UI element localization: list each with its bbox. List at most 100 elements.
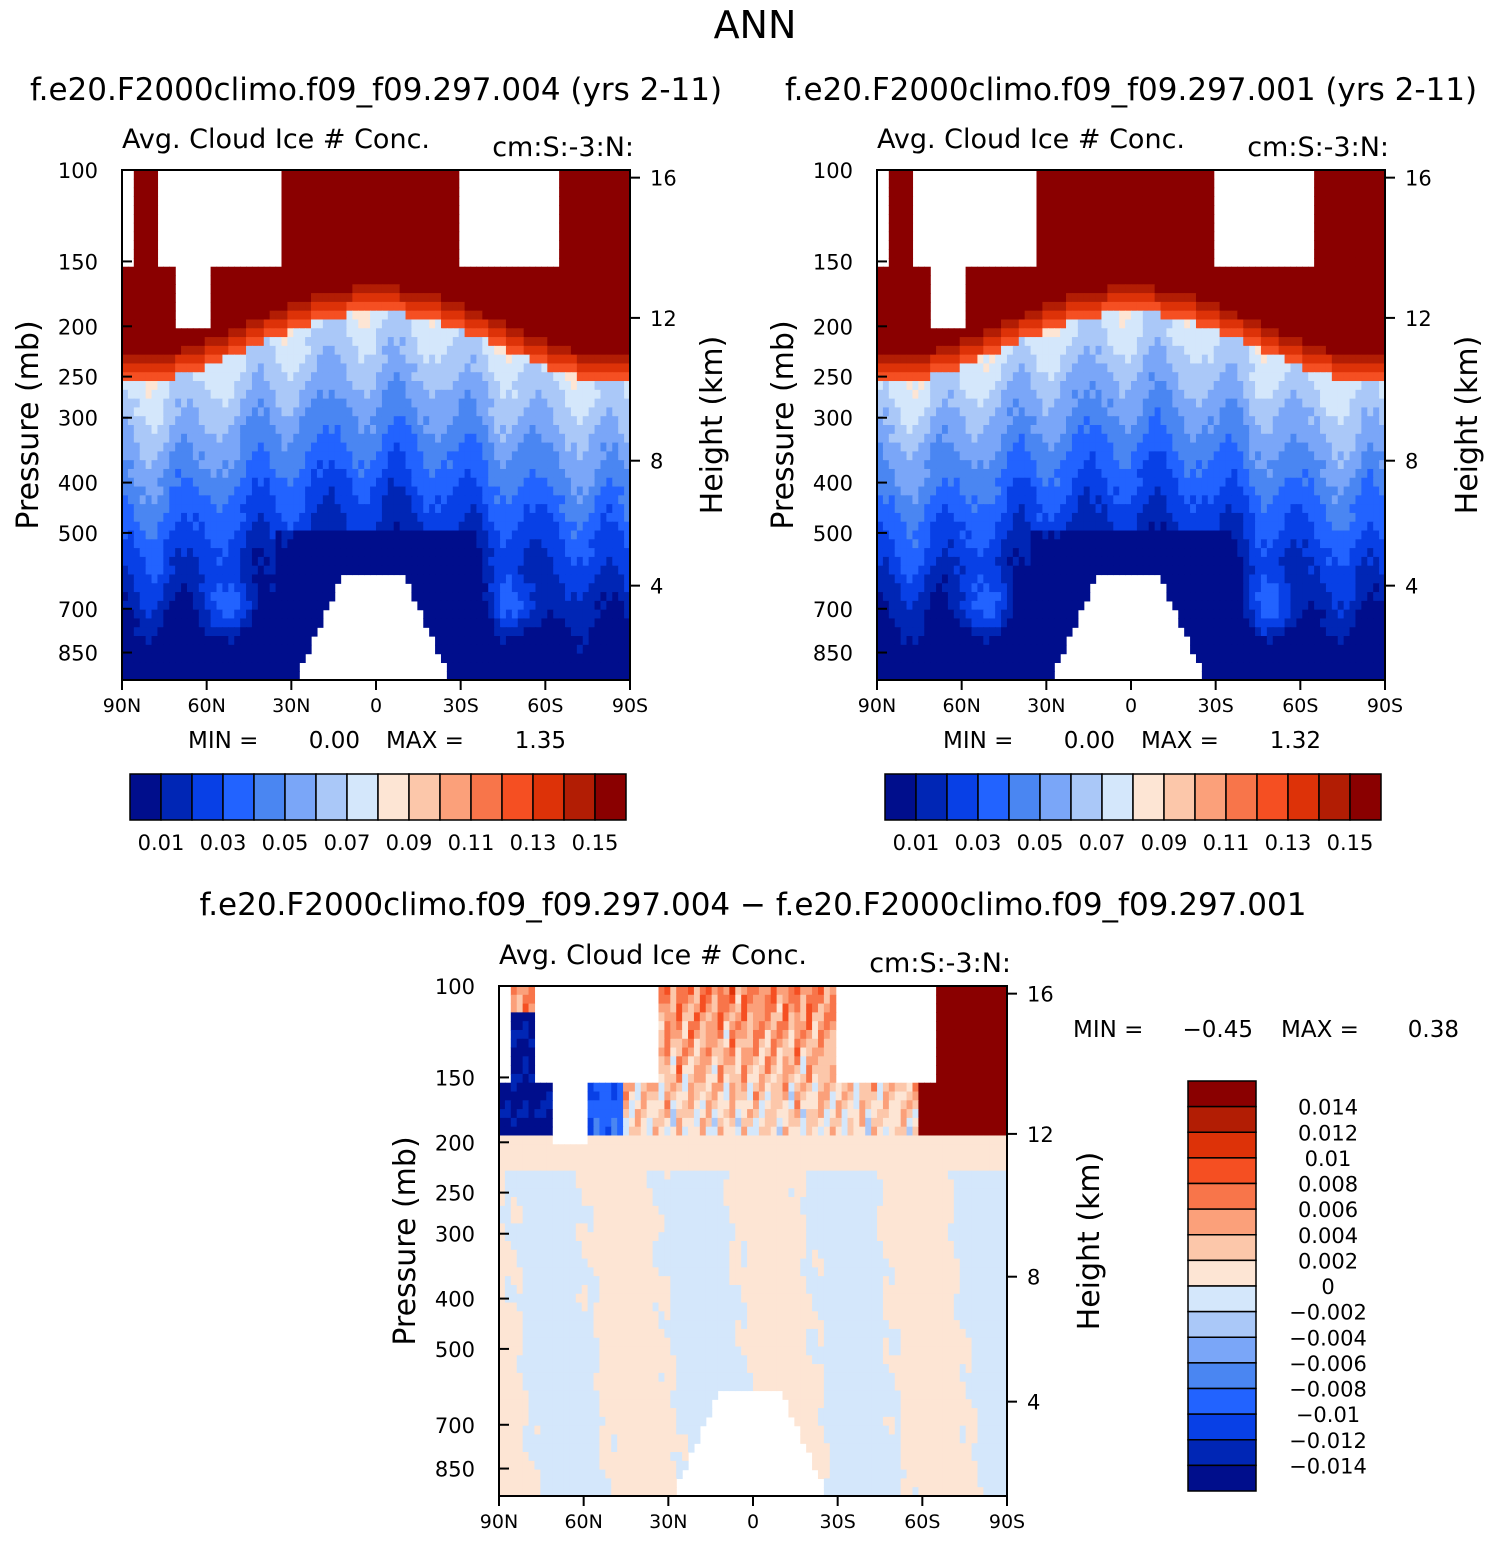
contour-cell — [417, 548, 424, 558]
contour-cell — [393, 222, 401, 233]
contour-cell — [482, 451, 489, 461]
contour-cell — [334, 460, 342, 470]
contour-cell — [1355, 178, 1362, 189]
contour-cell — [535, 574, 542, 584]
contour-cell — [1201, 178, 1209, 189]
contour-cell — [151, 178, 159, 189]
contour-cell — [547, 381, 554, 391]
contour-cell — [1066, 170, 1073, 180]
contour-cell — [547, 319, 554, 329]
contour-cell — [305, 372, 312, 382]
contour-cell — [334, 319, 342, 329]
contour-cell — [133, 442, 141, 452]
contour-cell — [1083, 275, 1091, 285]
contour-cell — [222, 372, 229, 382]
contour-cell — [192, 495, 200, 505]
contour-cell — [311, 442, 318, 452]
contour-cell — [435, 398, 442, 409]
contour-cell — [588, 636, 596, 646]
contour-cell — [192, 451, 200, 461]
contour-cell — [1148, 231, 1156, 241]
contour-cell — [305, 521, 312, 532]
contour-cell — [618, 548, 625, 558]
contour-cell — [311, 398, 318, 409]
contour-cell — [145, 249, 153, 259]
contour-cell — [381, 468, 389, 479]
contour-cell — [175, 565, 182, 576]
contour-cell — [1083, 249, 1091, 259]
contour-cell — [1367, 266, 1374, 277]
contour-cell — [458, 671, 466, 681]
contour-cell — [494, 319, 501, 329]
contour-cell — [163, 266, 170, 277]
contour-cell — [1095, 257, 1103, 268]
contour-cell — [263, 600, 271, 611]
contour-cell — [482, 433, 489, 444]
contour-cell — [393, 530, 401, 540]
contour-cell — [186, 433, 194, 444]
contour-cell — [305, 618, 312, 628]
contour-cell — [900, 205, 908, 215]
contour-cell — [547, 266, 554, 277]
contour-cell — [334, 477, 342, 488]
contour-cell — [405, 504, 413, 514]
contour-cell — [175, 512, 182, 523]
contour-cell — [511, 574, 519, 584]
contour-cell — [612, 565, 619, 576]
contour-cell — [570, 425, 578, 435]
contour-cell — [346, 372, 353, 382]
contour-cell — [594, 565, 602, 576]
contour-cell — [612, 222, 619, 233]
contour-cell — [446, 556, 454, 567]
contour-cell — [299, 521, 306, 532]
contour-cell — [364, 240, 371, 250]
contour-cell — [257, 319, 265, 329]
contour-cell — [311, 583, 318, 593]
contour-cell — [269, 266, 277, 277]
contour-cell — [523, 583, 531, 593]
contour-cell — [399, 196, 407, 206]
contour-cell — [222, 398, 229, 409]
contour-cell — [240, 319, 247, 329]
contour-cell — [1142, 240, 1150, 250]
contour-cell — [334, 398, 342, 409]
contour-cell — [570, 565, 578, 576]
contour-cell — [582, 337, 590, 347]
contour-cell — [417, 556, 424, 567]
contour-cell — [1367, 222, 1374, 233]
contour-cell — [169, 618, 176, 628]
contour-cell — [145, 213, 153, 224]
contour-cell — [1190, 178, 1197, 189]
contour-cell — [559, 328, 566, 338]
contour-cell — [582, 468, 590, 479]
contour-cell — [488, 433, 495, 444]
contour-cell — [1131, 196, 1138, 206]
contour-cell — [1325, 213, 1333, 224]
contour-cell — [494, 618, 501, 628]
contour-cell — [316, 609, 324, 620]
contour-cell — [163, 609, 170, 620]
contour-cell — [381, 442, 389, 452]
contour-cell — [523, 539, 531, 549]
contour-cell — [1036, 187, 1043, 197]
contour-cell — [334, 416, 342, 426]
contour-cell — [352, 539, 359, 549]
contour-cell — [894, 275, 902, 285]
contour-cell — [429, 389, 436, 400]
contour-cell — [1172, 231, 1179, 241]
contour-cell — [1349, 222, 1357, 233]
contour-cell — [216, 433, 224, 444]
contour-cell — [1125, 231, 1132, 241]
contour-cell — [535, 530, 542, 540]
contour-cell — [328, 249, 336, 259]
contour-cell — [387, 310, 395, 321]
contour-cell — [565, 337, 572, 347]
contour-cell — [500, 539, 507, 549]
contour-cell — [924, 266, 931, 277]
contour-cell — [576, 266, 584, 277]
contour-cell — [429, 266, 436, 277]
contour-cell — [1331, 240, 1339, 250]
contour-cell — [423, 275, 430, 285]
contour-cell — [364, 548, 371, 558]
contour-cell — [246, 548, 253, 558]
